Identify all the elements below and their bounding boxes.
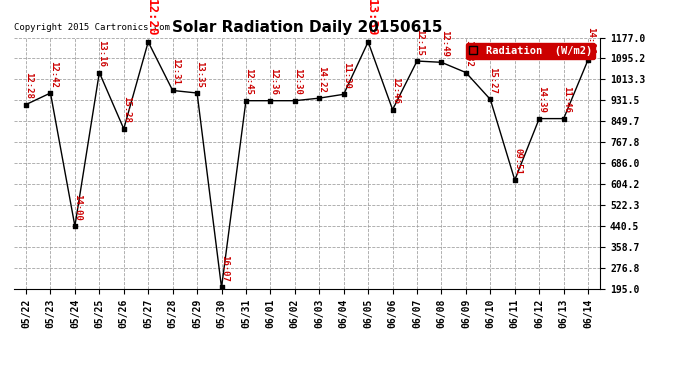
Point xyxy=(363,39,374,45)
Title: Solar Radiation Daily 20150615: Solar Radiation Daily 20150615 xyxy=(172,20,442,35)
Point xyxy=(265,98,276,104)
Text: 11:30: 11:30 xyxy=(342,62,351,89)
Point xyxy=(436,59,447,65)
Point xyxy=(558,116,569,122)
Text: 14:22: 14:22 xyxy=(317,66,326,93)
Point xyxy=(582,57,593,63)
Text: 09:51: 09:51 xyxy=(513,148,522,174)
Text: 12:30: 12:30 xyxy=(293,68,302,95)
Text: 12:36: 12:36 xyxy=(268,68,277,95)
Text: 14:00: 14:00 xyxy=(73,194,82,220)
Text: 12:45: 12:45 xyxy=(244,68,253,95)
Point xyxy=(485,96,496,102)
Point xyxy=(21,102,32,108)
Point xyxy=(216,285,227,291)
Text: 12:28: 12:28 xyxy=(24,72,33,99)
Text: 13:35: 13:35 xyxy=(195,61,204,87)
Point xyxy=(314,95,325,101)
Point xyxy=(289,98,300,104)
Point xyxy=(45,90,56,96)
Text: 13:16: 13:16 xyxy=(97,40,107,67)
Text: 13:39: 13:39 xyxy=(364,0,377,36)
Text: 12:20: 12:20 xyxy=(144,0,157,36)
Point xyxy=(143,39,154,45)
Point xyxy=(509,177,520,183)
Text: 12:46: 12:46 xyxy=(391,77,400,104)
Text: 15:28: 15:28 xyxy=(122,96,131,123)
Point xyxy=(460,69,471,75)
Text: 12:49: 12:49 xyxy=(440,30,449,57)
Text: 12:31: 12:31 xyxy=(171,58,180,85)
Text: 14:39: 14:39 xyxy=(538,86,546,113)
Point xyxy=(338,91,349,97)
Point xyxy=(70,223,81,229)
Point xyxy=(533,116,544,122)
Point xyxy=(387,106,398,112)
Point xyxy=(240,98,251,104)
Point xyxy=(192,90,203,96)
Text: 11:46: 11:46 xyxy=(562,86,571,113)
Point xyxy=(167,87,178,93)
Point xyxy=(94,69,105,75)
Legend: Radiation  (W/m2): Radiation (W/m2) xyxy=(466,43,595,59)
Point xyxy=(118,126,129,132)
Text: 12:15: 12:15 xyxy=(415,28,424,56)
Text: 15:27: 15:27 xyxy=(489,67,497,94)
Point xyxy=(411,58,422,64)
Text: 16:07: 16:07 xyxy=(220,255,229,282)
Text: 11:32: 11:32 xyxy=(464,40,473,67)
Text: 14:06: 14:06 xyxy=(586,27,595,54)
Text: Copyright 2015 Cartronics.com: Copyright 2015 Cartronics.com xyxy=(14,24,170,33)
Text: 12:42: 12:42 xyxy=(49,61,58,87)
